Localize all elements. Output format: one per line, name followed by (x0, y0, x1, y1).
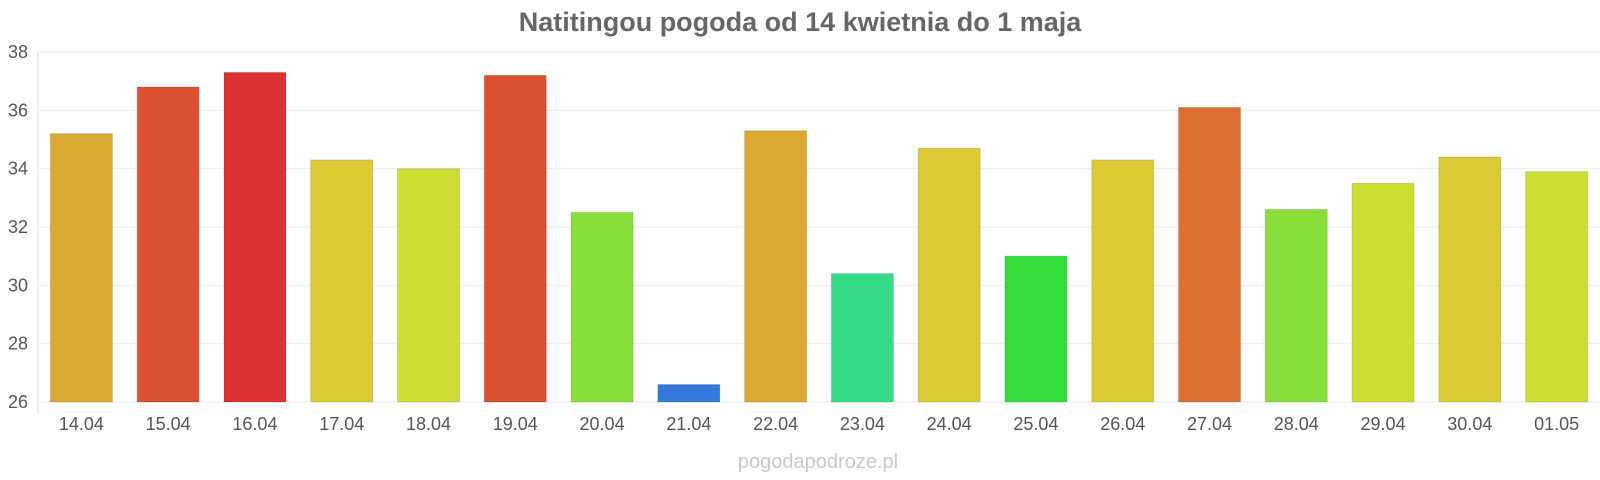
bar-26.04 (1091, 159, 1155, 403)
x-tick-label: 18.04 (406, 414, 451, 434)
y-tick-label: 38 (8, 42, 28, 62)
bar-14.04 (49, 133, 113, 403)
x-tick-label: 01.05 (1534, 414, 1579, 434)
bar-01.05 (1525, 171, 1589, 403)
bar-19.04 (483, 74, 547, 403)
y-axis-ticks: 26 28 30 32 34 36 38 (8, 42, 28, 412)
bar-30.04 (1438, 156, 1502, 403)
x-axis-labels: 14.04 15.04 16.04 17.04 18.04 19.04 20.04 21.04… (59, 414, 1579, 434)
bar-27.04 (1178, 106, 1241, 403)
chart-title: Natitingou pogoda od 14 kwietnia do 1 ma… (519, 7, 1083, 37)
bar-25.04 (1004, 255, 1068, 403)
bars (49, 71, 1589, 403)
x-tick-label: 24.04 (927, 414, 972, 434)
x-tick-label: 15.04 (146, 414, 191, 434)
bar-15.04 (136, 86, 200, 403)
x-tick-label: 14.04 (59, 414, 104, 434)
x-tick-label: 17.04 (319, 414, 364, 434)
y-tick-label: 32 (8, 217, 28, 237)
x-tick-label: 25.04 (1013, 414, 1058, 434)
x-tick-label: 16.04 (232, 414, 277, 434)
y-tick-label: 30 (8, 275, 28, 295)
x-tick-label: 22.04 (753, 414, 798, 434)
bar-22.04 (744, 130, 808, 403)
y-tick-label: 28 (8, 334, 28, 354)
x-tick-label: 30.04 (1447, 414, 1492, 434)
bar-20.04 (570, 211, 634, 403)
grid-lines (38, 51, 1600, 403)
footer-watermark: pogodapodroze.pl (738, 451, 898, 473)
bar-24.04 (917, 147, 981, 403)
bar-21.04 (657, 384, 721, 403)
x-tick-label: 19.04 (493, 414, 538, 434)
x-tick-label: 20.04 (580, 414, 625, 434)
x-tick-label: 27.04 (1187, 414, 1232, 434)
x-tick-label: 23.04 (840, 414, 885, 434)
x-tick-label: 29.04 (1361, 414, 1406, 434)
bar-28.04 (1264, 209, 1328, 403)
x-tick-label: 21.04 (666, 414, 711, 434)
x-tick-label: 28.04 (1274, 414, 1319, 434)
bar-23.04 (830, 273, 894, 403)
y-tick-label: 34 (8, 159, 28, 179)
y-tick-label: 36 (8, 100, 28, 120)
x-tick-label: 26.04 (1100, 414, 1145, 434)
bar-17.04 (310, 159, 374, 403)
bar-29.04 (1351, 182, 1415, 403)
bar-16.04 (223, 71, 287, 403)
y-tick-label: 26 (8, 392, 28, 412)
bar-18.04 (397, 168, 460, 403)
